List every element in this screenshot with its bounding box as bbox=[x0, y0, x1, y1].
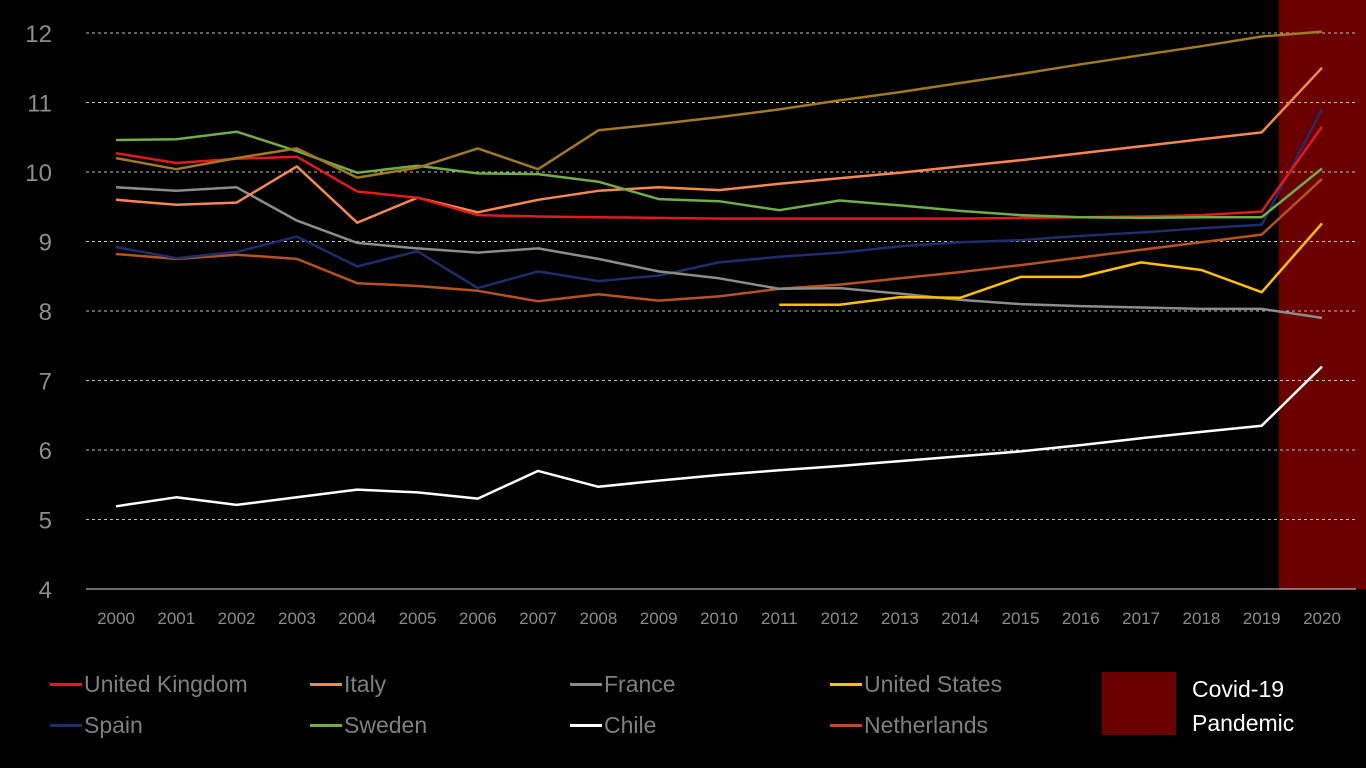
series-line-germany-unlabeled- bbox=[115, 30, 1323, 179]
series-line-spain bbox=[115, 108, 1324, 290]
x-tick-label: 2010 bbox=[700, 609, 738, 628]
y-tick-label: 5 bbox=[39, 508, 52, 535]
series-line-chile bbox=[115, 365, 1323, 508]
y-tick-label: 9 bbox=[39, 230, 52, 257]
x-tick-label: 2000 bbox=[97, 609, 135, 628]
x-tick-label: 2014 bbox=[941, 609, 979, 628]
series-line-netherlands bbox=[115, 177, 1323, 303]
series-line-france bbox=[115, 186, 1323, 320]
x-tick-label: 2003 bbox=[278, 609, 316, 628]
y-tick-label: 12 bbox=[25, 21, 52, 48]
x-tick-label: 2011 bbox=[761, 609, 798, 628]
y-tick-label: 10 bbox=[25, 160, 52, 187]
y-tick-label: 6 bbox=[39, 438, 52, 465]
x-tick-label: 2013 bbox=[881, 609, 919, 628]
x-tick-label: 2005 bbox=[399, 609, 437, 628]
series-line-united-kingdom bbox=[115, 126, 1324, 220]
x-tick-label: 2009 bbox=[640, 609, 678, 628]
x-tick-label: 2015 bbox=[1002, 609, 1040, 628]
y-tick-label: 11 bbox=[27, 91, 52, 118]
series-line-sweden bbox=[115, 130, 1323, 220]
series-line-united-states bbox=[779, 222, 1323, 306]
y-tick-label: 4 bbox=[39, 577, 52, 604]
x-tick-label: 2006 bbox=[459, 609, 497, 628]
x-tick-label: 2001 bbox=[157, 609, 195, 628]
y-tick-label: 7 bbox=[39, 369, 52, 396]
x-tick-label: 2007 bbox=[519, 609, 557, 628]
y-tick-label: 8 bbox=[39, 299, 52, 326]
x-tick-label: 2016 bbox=[1062, 609, 1100, 628]
x-tick-label: 2017 bbox=[1122, 609, 1160, 628]
x-tick-label: 2008 bbox=[579, 609, 617, 628]
x-tick-label: 2012 bbox=[821, 609, 859, 628]
series-line-italy bbox=[115, 66, 1323, 224]
x-tick-label: 2019 bbox=[1243, 609, 1281, 628]
x-tick-label: 2018 bbox=[1182, 609, 1220, 628]
covid-highlight-band bbox=[1279, 0, 1366, 589]
x-tick-label: 2004 bbox=[338, 609, 376, 628]
x-tick-label: 2002 bbox=[218, 609, 256, 628]
x-tick-label: 2020 bbox=[1303, 609, 1341, 628]
